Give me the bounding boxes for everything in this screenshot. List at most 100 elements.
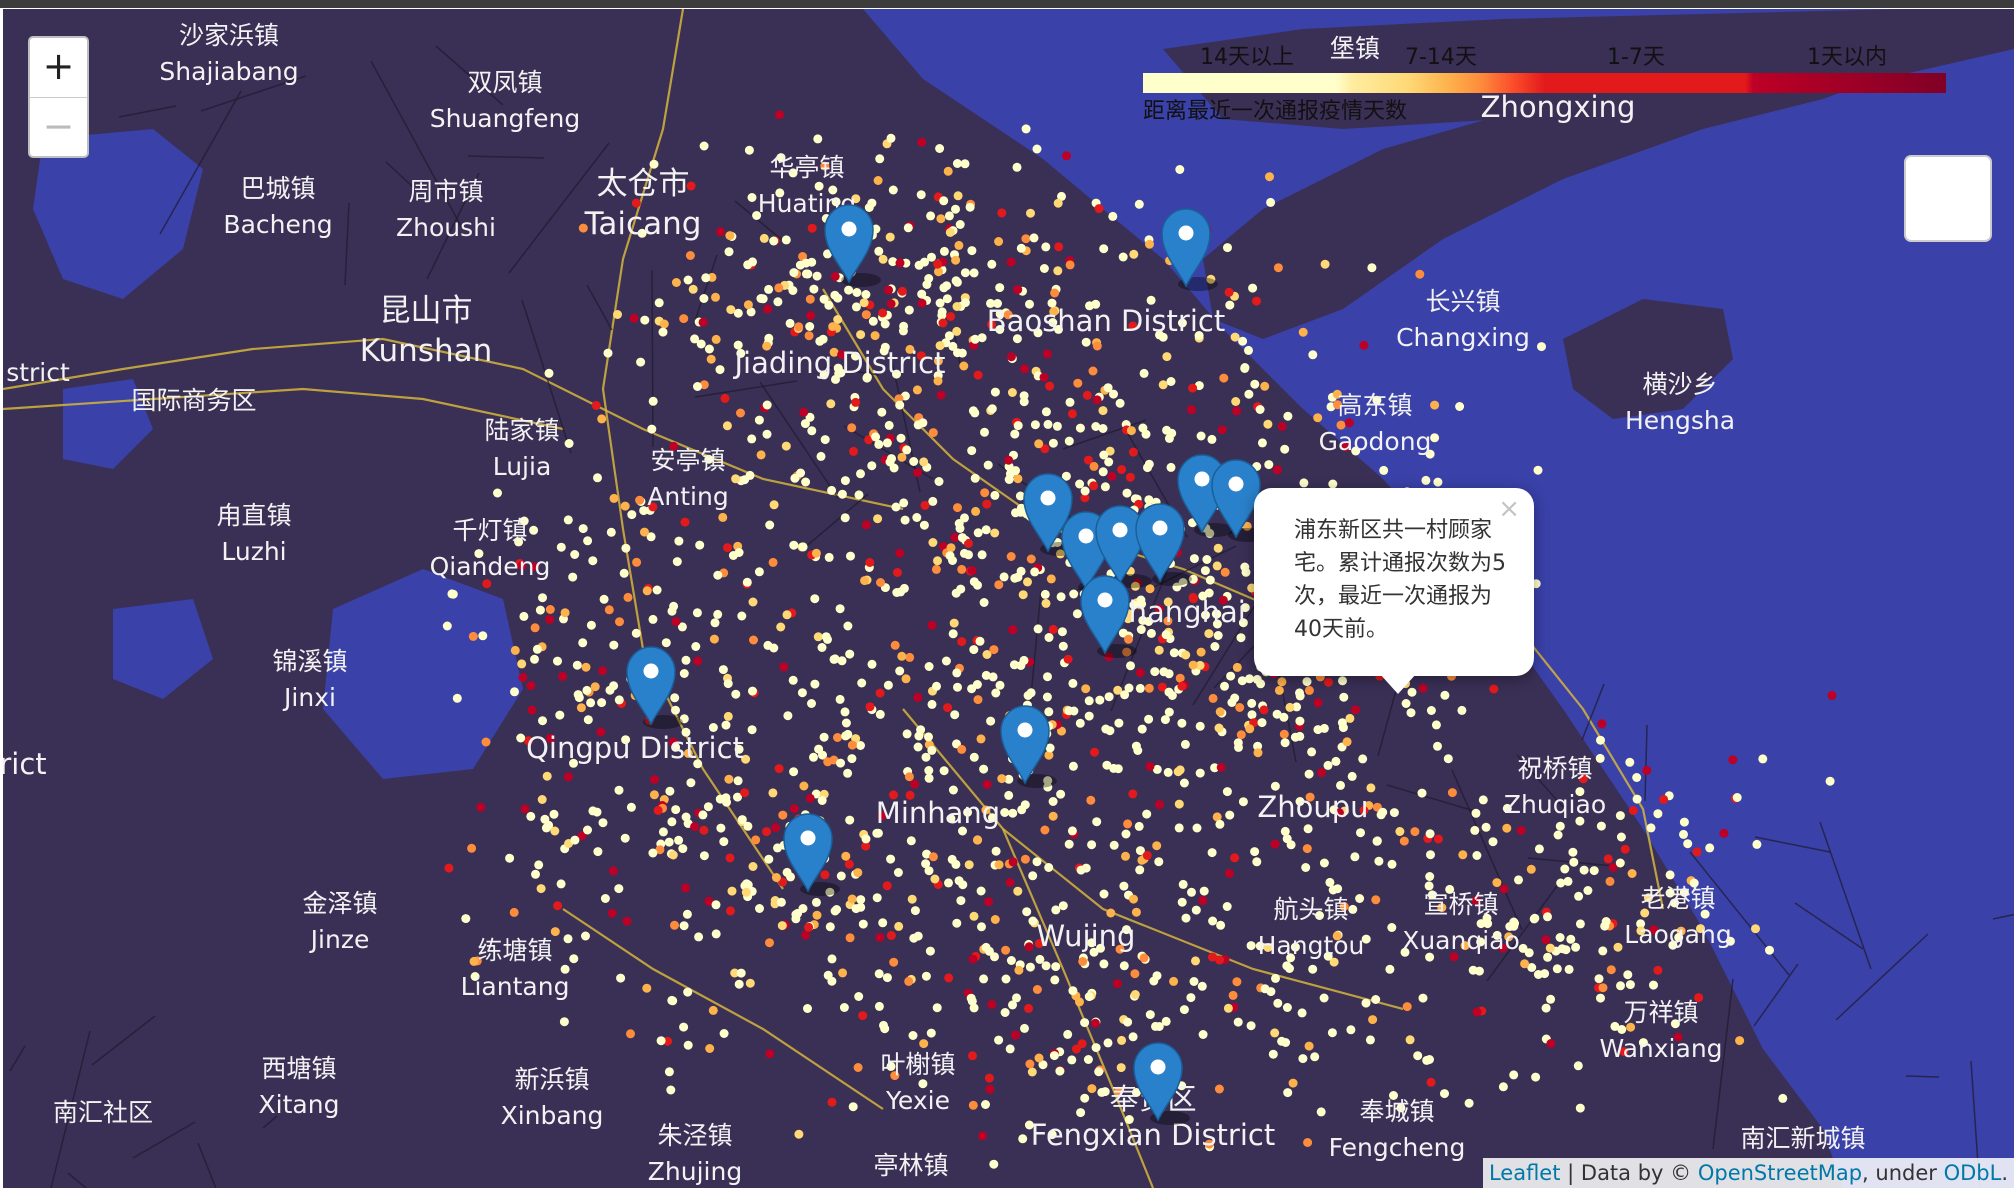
marker-dot — [800, 830, 816, 846]
outbreak-dot — [1004, 774, 1014, 784]
outbreak-dot — [981, 1100, 990, 1109]
map-marker-pin-icon[interactable] — [626, 646, 683, 729]
outbreak-dot — [1471, 896, 1481, 905]
outbreak-dot — [679, 714, 689, 724]
outbreak-dot — [1346, 1025, 1356, 1035]
outbreak-dot — [1215, 707, 1225, 717]
outbreak-dot — [1043, 776, 1053, 786]
minor-road — [651, 269, 654, 448]
outbreak-dot — [1136, 625, 1146, 634]
outbreak-dot — [1099, 959, 1109, 969]
marker-dot — [1040, 490, 1056, 506]
outbreak-dot — [606, 527, 616, 537]
outbreak-dot — [932, 681, 941, 691]
outbreak-dot — [1128, 321, 1138, 331]
outbreak-dot — [1092, 341, 1102, 351]
outbreak-dot — [1083, 455, 1093, 465]
minor-road — [1451, 769, 1523, 931]
outbreak-dot — [771, 823, 781, 833]
map-marker-pin-icon[interactable] — [783, 813, 840, 896]
outbreak-dot — [1568, 847, 1578, 857]
outbreak-dot — [620, 833, 630, 843]
outbreak-dot — [705, 1044, 715, 1053]
highway — [1001, 828, 1155, 1188]
outbreak-dot — [882, 973, 892, 983]
outbreak-dot — [765, 520, 775, 530]
outbreak-dot — [640, 527, 649, 537]
outbreak-dot — [1292, 702, 1302, 712]
outbreak-dot — [1425, 952, 1435, 962]
outbreak-dot — [1379, 465, 1389, 475]
outbreak-dot — [984, 1073, 994, 1083]
outbreak-dot — [1433, 741, 1442, 751]
outbreak-dot — [747, 434, 757, 444]
place-label-en: Hangtou — [1258, 931, 1365, 960]
outbreak-dot — [1355, 894, 1365, 903]
outbreak-dot — [944, 973, 954, 983]
outbreak-dot — [1135, 683, 1145, 693]
outbreak-dot — [743, 260, 753, 270]
outbreak-dot — [1560, 864, 1570, 874]
zoom-in-button[interactable]: + — [30, 38, 87, 98]
outbreak-dot — [677, 622, 687, 632]
outbreak-dot — [775, 188, 785, 198]
map-marker-pin-icon[interactable] — [1135, 503, 1192, 586]
outbreak-dot — [997, 774, 1007, 784]
outbreak-dot — [848, 1102, 858, 1112]
map-container[interactable]: 沙家浜镇 Shajiabang 双凤镇 Shuangfeng 巴城镇 Bacheng 周市镇… — [3, 9, 2014, 1188]
outbreak-dot — [801, 258, 811, 268]
outbreak-dot — [442, 621, 452, 631]
outbreak-dot — [563, 934, 573, 944]
outbreak-dot — [890, 640, 900, 650]
place-label-zh: 万祥镇 — [1623, 998, 1698, 1027]
map-marker-pin-icon[interactable] — [1161, 208, 1218, 291]
map-marker-pin-icon[interactable] — [1080, 575, 1137, 658]
minor-road — [1486, 881, 1561, 982]
outbreak-dot — [743, 821, 753, 831]
outbreak-dot — [837, 656, 847, 666]
outbreak-dot — [679, 669, 689, 678]
outbreak-dot — [778, 810, 788, 820]
outbreak-dot — [1131, 907, 1141, 917]
outbreak-dot — [1214, 1084, 1224, 1094]
outbreak-dot — [868, 316, 878, 326]
outbreak-dot — [941, 656, 951, 666]
outbreak-dot — [1498, 1082, 1508, 1092]
outbreak-dot — [1177, 681, 1187, 691]
place-label-en: Shajiabang — [159, 57, 298, 86]
outbreak-dot — [1422, 1055, 1432, 1065]
map-marker-pin-icon[interactable] — [1000, 705, 1057, 788]
outbreak-dot — [1013, 886, 1023, 896]
map-marker-pin-icon[interactable] — [824, 204, 881, 287]
outbreak-dot — [1105, 726, 1115, 736]
place-label-en: strict — [6, 358, 70, 387]
odbl-link[interactable]: ODbL — [1943, 1161, 2002, 1185]
layer-control-button[interactable] — [1904, 155, 1992, 242]
outbreak-dot — [912, 513, 922, 522]
outbreak-dot — [991, 846, 1001, 856]
outbreak-dot — [1055, 549, 1065, 559]
marker-body — [1000, 705, 1050, 785]
osm-link[interactable]: OpenStreetMap — [1697, 1161, 1863, 1185]
zoom-out-button[interactable]: − — [42, 104, 75, 148]
outbreak-dot — [1222, 902, 1232, 911]
outbreak-dot — [935, 341, 945, 351]
minor-road — [693, 254, 718, 325]
outbreak-dot — [899, 321, 909, 331]
outbreak-dot — [900, 515, 910, 525]
outbreak-dot — [958, 880, 968, 890]
outbreak-dot — [1100, 482, 1110, 492]
outbreak-dot — [824, 552, 834, 562]
popup-close-icon[interactable]: × — [1498, 494, 1520, 524]
outbreak-dot — [1008, 808, 1018, 818]
map-marker-pin-icon[interactable] — [1133, 1042, 1190, 1125]
outbreak-dot — [577, 831, 587, 841]
outbreak-dot — [1164, 687, 1174, 697]
outbreak-dot — [1199, 886, 1209, 896]
outbreak-dot — [1125, 472, 1135, 482]
outbreak-dot — [1180, 739, 1190, 749]
leaflet-link[interactable]: Leaflet — [1488, 1161, 1561, 1185]
outbreak-dot — [1192, 823, 1202, 833]
